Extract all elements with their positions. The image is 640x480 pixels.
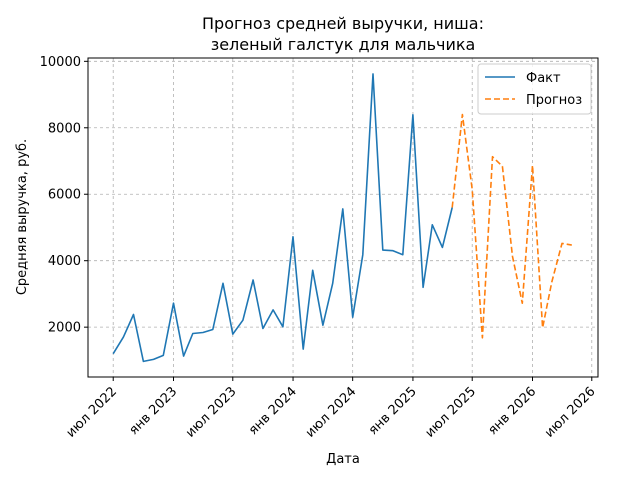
x-tick-label: янв 2025 [366, 384, 420, 438]
legend-label-forecast: Прогноз [526, 93, 582, 108]
series-lines [112, 73, 572, 363]
x-axis: июл 2022 янв 2023 июл 2023 янв 2024 июл 2024… [64, 377, 599, 441]
legend-label-fact: Факт [526, 71, 561, 86]
chart-title-line1: Прогноз средней выручки, ниша: [202, 14, 484, 33]
y-tick-label: 4000 [48, 254, 81, 269]
grid-lines [88, 58, 598, 377]
x-axis-label: Дата [326, 452, 360, 467]
x-tick-label: июл 2025 [423, 384, 480, 441]
y-tick-label: 2000 [48, 321, 81, 336]
series-line-forecast [451, 113, 572, 339]
x-tick-label: июл 2024 [303, 384, 360, 441]
series-line-fact [112, 73, 453, 363]
x-tick-label: янв 2023 [126, 384, 180, 438]
y-axis: 2000 4000 6000 8000 10000 [40, 55, 88, 336]
x-tick-label: янв 2026 [485, 384, 539, 438]
y-tick-label: 10000 [40, 55, 81, 70]
x-tick-label: июл 2022 [64, 384, 121, 441]
plot-frame [87, 57, 599, 378]
x-tick-label: янв 2024 [246, 384, 300, 438]
x-tick-label: июл 2023 [183, 384, 240, 441]
y-tick-label: 8000 [48, 121, 81, 136]
y-axis-label: Средняя выручка, руб. [15, 139, 30, 295]
x-tick-label: июл 2026 [542, 384, 599, 441]
legend: Факт Прогноз [477, 63, 592, 115]
chart-title-line2: зеленый галстук для мальчика [211, 35, 476, 54]
y-tick-label: 6000 [48, 188, 81, 203]
